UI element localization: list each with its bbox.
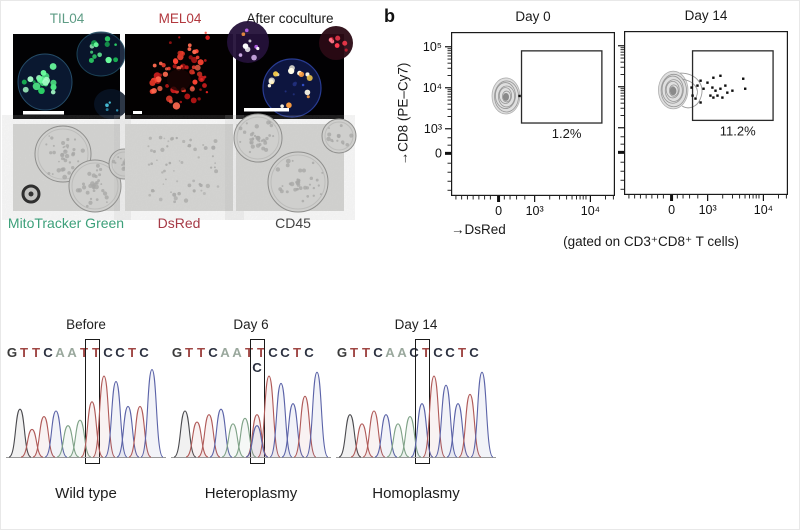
panel-a-label-after-coculture: After coculture — [246, 11, 334, 26]
sequence-base: T — [184, 345, 194, 360]
chrom-label-heteroplasmy: Heteroplasmy — [204, 485, 298, 502]
panel-a-label-mitotracker: MitoTracker Green — [7, 215, 125, 231]
svg-text:10⁴: 10⁴ — [423, 81, 442, 95]
panel-a-label-dsred: DsRed — [157, 215, 201, 231]
chrom-secondary-base-day6: C — [252, 360, 262, 375]
svg-text:11.2%: 11.2% — [720, 123, 756, 138]
fluorescence-image-til04 — [13, 31, 128, 119]
sequence-base: A — [220, 345, 230, 360]
chrom-trace-day6 — [171, 371, 331, 458]
sequence-base: T — [19, 345, 29, 360]
sequence-base: T — [196, 345, 206, 360]
sequence-base: A — [55, 345, 65, 360]
chrom-highlight-box-day14 — [414, 339, 430, 464]
brightfield-image-3 — [233, 113, 357, 213]
sequence-base: C — [433, 345, 443, 360]
svg-text:10³: 10³ — [526, 204, 544, 218]
sequence-base: C — [469, 345, 479, 360]
sequence-base: G — [336, 345, 348, 360]
sequence-base: C — [445, 345, 455, 360]
panel-a-label-cd45: CD45 — [275, 215, 311, 231]
chrom-label-homoplasmy: Homoplasmy — [372, 485, 460, 502]
chrom-highlight-box-day6 — [249, 339, 265, 464]
chrom-title-day14: Day 14 — [394, 317, 438, 332]
sequence-base: C — [280, 345, 290, 360]
chrom-title-before: Before — [66, 317, 106, 332]
sequence-base: T — [244, 345, 254, 360]
chrom-trace-day14 — [336, 371, 496, 458]
sequence-base: A — [67, 345, 77, 360]
fluorescence-image-coculture — [227, 21, 353, 119]
sequence-base: C — [373, 345, 383, 360]
sequence-base: G — [171, 345, 183, 360]
flow-title-day0: Day 0 — [515, 9, 551, 24]
svg-text:10⁴: 10⁴ — [754, 203, 773, 217]
sequence-base: T — [256, 345, 266, 360]
sequence-base: C — [268, 345, 278, 360]
sequence-base: C — [409, 345, 419, 360]
sequence-base: T — [91, 345, 101, 360]
chrom-label-wild-type: Wild type — [55, 485, 117, 502]
sequence-base: G — [6, 345, 18, 360]
svg-text:10³: 10³ — [424, 122, 442, 136]
fluorescence-image-mel04 — [125, 31, 233, 119]
svg-text:10⁵: 10⁵ — [423, 40, 442, 54]
sequence-base: T — [127, 345, 137, 360]
flow-plot-day14: 0 10³ 10⁴ 11.2% — [618, 31, 789, 217]
flow-caption: (gated on CD3⁺CD8⁺ T cells) — [563, 234, 739, 249]
chrom-title-day6: Day 6 — [233, 317, 269, 332]
sequence-base: C — [115, 345, 125, 360]
sequence-base: C — [103, 345, 113, 360]
sequence-base: T — [349, 345, 359, 360]
sequence-base: C — [139, 345, 149, 360]
panel-b-letter: b — [384, 6, 395, 26]
svg-text:0: 0 — [495, 204, 502, 218]
sequence-base: T — [421, 345, 431, 360]
flow-y-axis-label: →CD8 (PE–Cy7) — [395, 62, 411, 166]
sequence-base: C — [43, 345, 53, 360]
chrom-trace-before — [6, 369, 166, 458]
sequence-base: T — [361, 345, 371, 360]
flow-plot-day0: 10⁵ 10⁴ 10³ 0 0 10³ 10⁴ 1.2% — [423, 32, 616, 218]
sequence-base: C — [208, 345, 218, 360]
svg-text:0: 0 — [668, 203, 675, 217]
chrom-highlight-box-before — [84, 339, 100, 464]
svg-text:1.2%: 1.2% — [552, 126, 582, 141]
sequence-base: C — [304, 345, 314, 360]
sequence-base: T — [79, 345, 89, 360]
sequence-base: A — [397, 345, 407, 360]
brightfield-image-1 — [13, 124, 140, 213]
sequence-base: A — [385, 345, 395, 360]
sequence-base: T — [31, 345, 41, 360]
flow-x-axis-label: →DsRed — [451, 222, 506, 237]
svg-text:10⁴: 10⁴ — [581, 204, 600, 218]
panel-a-label-til04: TIL04 — [49, 11, 85, 26]
svg-text:10³: 10³ — [699, 203, 717, 217]
brightfield-image-2 — [125, 124, 233, 211]
sequence-base: A — [232, 345, 242, 360]
panel-a-label-mel04: MEL04 — [158, 11, 202, 26]
sequence-base: T — [457, 345, 467, 360]
sequence-base: T — [292, 345, 302, 360]
flow-title-day14: Day 14 — [684, 8, 728, 23]
svg-text:0: 0 — [435, 146, 442, 160]
